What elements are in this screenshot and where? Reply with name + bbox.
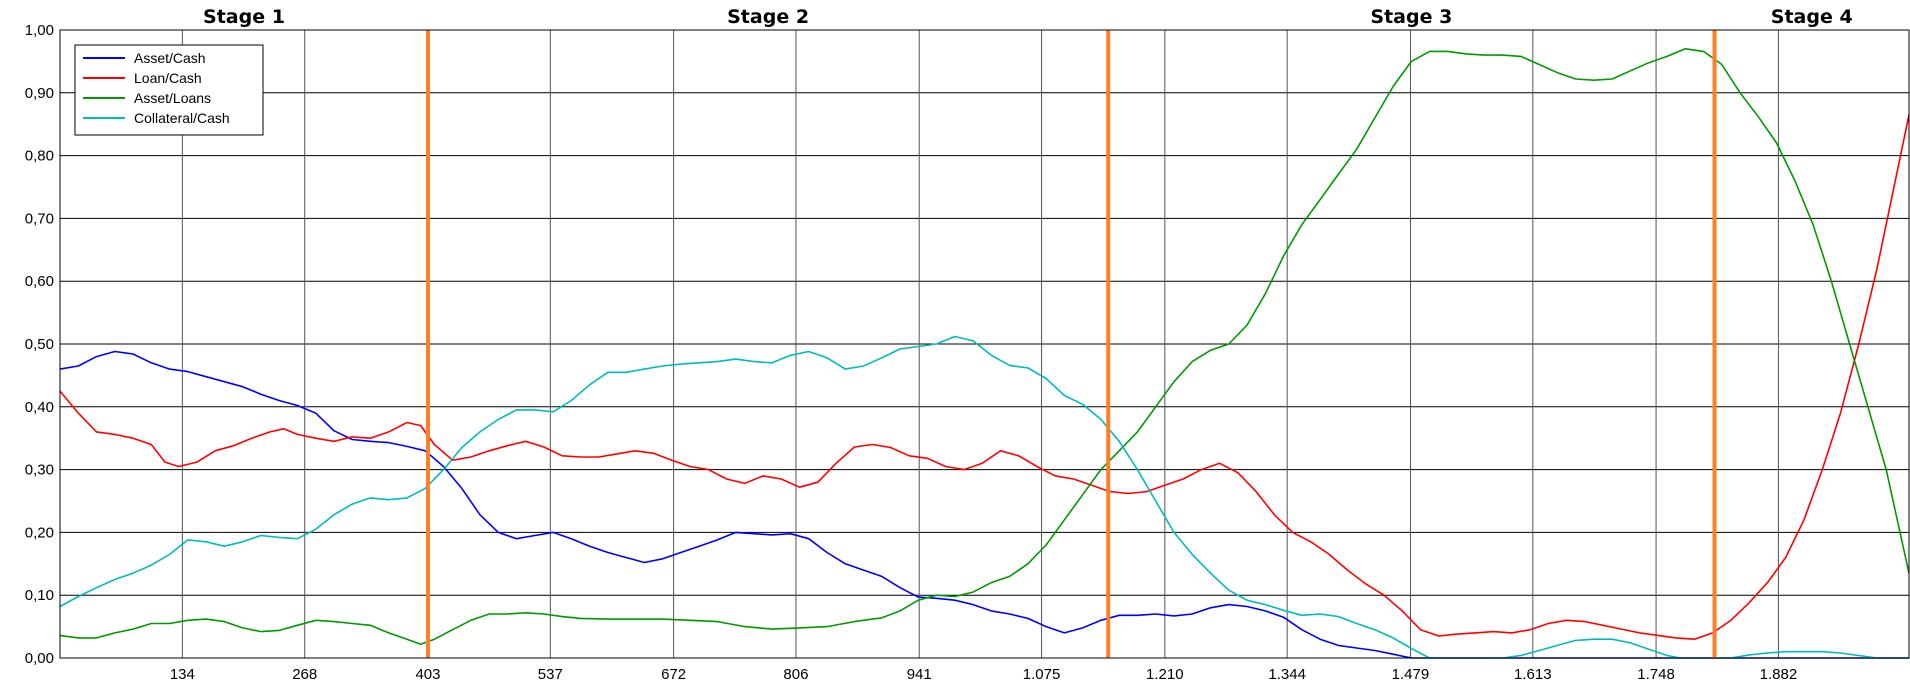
series-line-asset-loans [59,48,1910,645]
legend-label: Asset/Cash [134,50,206,66]
plot-area-border [59,29,1910,659]
x-tick-label: 1.748 [1637,666,1675,683]
series-line-collateral-cash [59,335,1909,659]
y-axis-tick-labels: 0,00 0,10 0,20 0,30 0,40 0,50 0,60 0,70 0,80 0,90… [25,22,54,667]
x-tick-label: 806 [783,666,808,683]
x-tick-label: 941 [907,666,932,683]
series-lines [59,48,1910,659]
legend-label: Collateral/Cash [134,110,230,126]
legend-label: Loan/Cash [134,70,202,86]
stage-boundaries [425,30,1717,658]
stage-label-1: Stage 1 [203,6,285,28]
y-tick-label: 0,50 [25,336,54,353]
x-tick-label: 1.075 [1023,666,1061,683]
stage-label-2: Stage 2 [727,6,809,28]
series-line-loan-cash [59,114,1910,640]
legend: Asset/Cash Loan/Cash Asset/Loans Collateral… [74,44,264,136]
legend-label: Asset/Loans [134,90,211,106]
y-tick-label: 0,90 [25,85,54,102]
x-tick-label: 1.882 [1760,666,1798,683]
y-tick-label: 0,00 [25,650,54,667]
x-tick-label: 403 [415,666,440,683]
x-tick-label: 1.479 [1392,666,1430,683]
x-tick-label: 1.344 [1268,666,1306,683]
y-tick-label: 0,10 [25,587,54,604]
x-tick-label: 1.613 [1514,666,1552,683]
legend-box [74,44,264,136]
x-tick-label: 1.210 [1146,666,1184,683]
x-tick-label: 268 [292,666,317,683]
y-tick-label: 0,60 [25,273,54,290]
y-tick-label: 0,40 [25,399,54,416]
stage-label-3: Stage 3 [1370,6,1452,28]
x-tick-label: 134 [170,666,195,683]
x-axis-tick-labels: 134 268 403 537 672 806 941 1.075 1.210 1.344 1.47… [170,666,1797,683]
y-tick-label: 0,20 [25,524,54,541]
x-tick-label: 537 [538,666,563,683]
stage-labels: Stage 1 Stage 2 Stage 3 Stage 4 [203,6,1853,28]
y-tick-label: 0,80 [25,148,54,165]
x-tick-label: 672 [661,666,686,683]
y-tick-label: 1,00 [25,22,54,39]
series-line-asset-cash [59,350,1909,659]
stage-label-4: Stage 4 [1771,6,1853,28]
y-tick-label: 0,70 [25,210,54,227]
y-tick-label: 0,30 [25,462,54,479]
